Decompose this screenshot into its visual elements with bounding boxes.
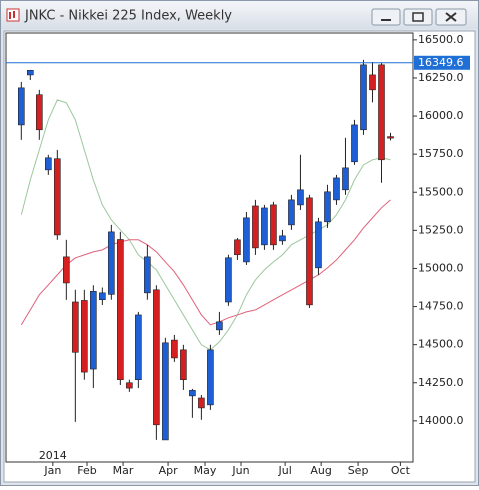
x-tick-label: Apr [159,464,179,477]
y-tick-label: 14250.0 [418,376,464,389]
candle-body [279,235,286,242]
y-tick-label: 15750.0 [418,147,464,160]
y-tick-label: 16250.0 [418,71,464,84]
candle-body [288,199,295,226]
x-tick-label: Oct [391,464,411,477]
candle-body [126,382,133,389]
candle-body [324,191,331,223]
candle-body [270,204,277,246]
candle-body [144,256,151,294]
x-tick-label: Jul [277,464,291,477]
candle-body [81,300,88,373]
last-price-flag [414,55,470,70]
candle-body [27,70,34,76]
y-tick-label: 15250.0 [418,223,464,236]
y-tick-label: 15000.0 [418,261,464,274]
x-tick-label: Feb [77,464,96,477]
candle-body [135,314,142,381]
candle-body [225,257,232,303]
candle-body [315,221,322,269]
x-tick-label: Aug [310,464,331,477]
y-tick-label: 15500.0 [418,185,464,198]
candle-body [306,197,313,306]
candle-body [117,239,124,381]
x-tick-label: Jun [231,464,249,477]
y-tick-label: 16000.0 [418,109,464,122]
window-icon [6,8,20,22]
candle-body [252,205,259,249]
moving-average [20,99,391,351]
candle-body [171,339,178,359]
window-title: JNKC - Nikkei 225 Index, Weekly [24,9,232,24]
candle-body [90,291,97,370]
moving-average [20,199,391,326]
candle-body [189,390,196,397]
candle-body [261,207,268,246]
minimize-button[interactable] [371,8,401,26]
candle-body [63,256,70,284]
candle-body [72,301,79,353]
candle-body [216,321,223,331]
x-tick-label: Jan [43,464,61,477]
candle-body [45,157,52,171]
candle-body [54,158,61,236]
y-tick-label: 14000.0 [418,414,464,427]
y-tick-label: 14500.0 [418,338,464,351]
candle-body [297,189,304,206]
y-tick-label: 14750.0 [418,300,464,313]
candle-body [369,74,376,91]
candle-body [387,136,394,139]
candle-body [162,342,169,441]
close-button[interactable] [435,8,467,26]
candle-body [198,397,205,409]
candle-body [333,177,340,201]
candle-body [342,167,349,191]
candle-body [36,94,43,131]
candle-body [99,292,106,300]
candle-body [351,124,358,163]
candle-body [18,87,25,126]
year-label: 2014 [39,449,67,462]
candle-body [378,64,385,161]
candle-body [180,349,187,381]
last-price-label: 16349.6 [418,56,464,69]
candle-body [153,289,160,426]
maximize-button[interactable] [403,8,433,26]
candle-body [243,217,250,263]
x-tick-label: Sep [348,464,369,477]
x-tick-label: May [194,464,217,477]
candle-body [108,231,115,295]
candle-body [207,349,214,406]
x-tick-label: Mar [113,464,134,477]
y-tick-label: 16500.0 [418,33,464,46]
candle-body [234,239,241,256]
candle-body [360,64,367,131]
